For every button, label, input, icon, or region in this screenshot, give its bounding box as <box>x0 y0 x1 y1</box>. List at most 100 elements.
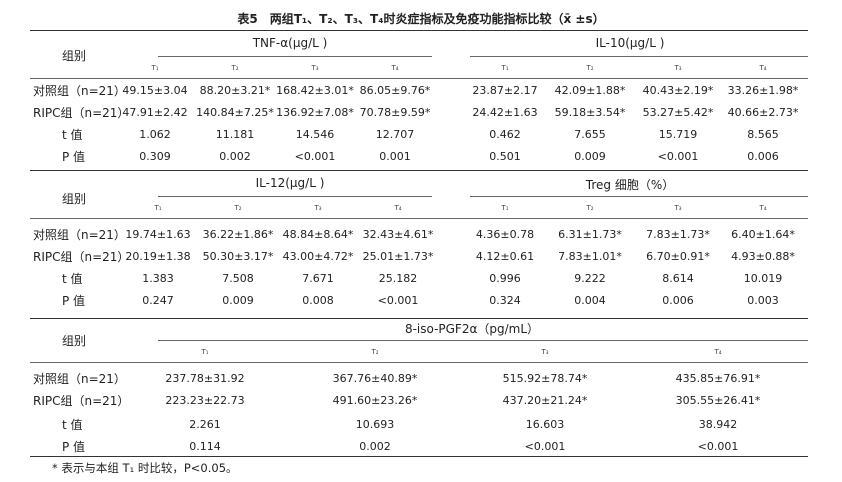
table-cell: 59.18±3.54* <box>554 106 626 119</box>
indicator-header-rule <box>158 196 432 197</box>
table-cell: 20.19±1.38 <box>125 250 191 263</box>
group-column-header: 组别 <box>62 192 87 206</box>
table-cell: 0.002 <box>219 150 251 163</box>
group-column-header: 组别 <box>62 334 87 348</box>
table-cell: 7.83±1.73* <box>646 228 710 241</box>
table-cell: 305.55±26.41* <box>675 394 761 407</box>
table-cell: 0.009 <box>222 294 254 307</box>
table-cell: 12.707 <box>375 128 415 141</box>
table-cell: 38.942 <box>698 418 738 431</box>
table-cell: 25.182 <box>378 272 418 285</box>
table-cell: 0.114 <box>189 440 221 453</box>
row-label: P 值 <box>62 150 86 164</box>
time-point-label: T₃ <box>674 64 682 72</box>
table-cell: 32.43±4.61* <box>362 228 434 241</box>
row-label: t 值 <box>62 272 83 286</box>
time-point-label: T₄ <box>394 204 402 212</box>
time-point-label: T₁ <box>501 204 509 212</box>
table-cell: 53.27±5.42* <box>642 106 714 119</box>
table-cell: 10.693 <box>355 418 395 431</box>
section-top-border <box>30 30 808 31</box>
time-point-label: T₂ <box>231 64 239 72</box>
table-cell: 40.43±2.19* <box>642 84 714 97</box>
row-label: RIPC组（n=21） <box>33 106 130 120</box>
table-cell: 0.006 <box>662 294 694 307</box>
table-cell: 0.501 <box>489 150 521 163</box>
table-cell: 0.002 <box>359 440 391 453</box>
table-cell: 2.261 <box>189 418 221 431</box>
time-point-label: T₄ <box>391 64 399 72</box>
time-point-label: T₄ <box>759 64 767 72</box>
table-cell: 6.31±1.73* <box>558 228 622 241</box>
row-label: 对照组（n=21） <box>33 84 126 98</box>
time-point-label: T₂ <box>234 204 242 212</box>
table-cell: 0.003 <box>747 294 779 307</box>
table-cell: 0.008 <box>302 294 334 307</box>
indicator-header: IL-10(μg/L ) <box>595 36 665 50</box>
table-cell: 437.20±21.24* <box>502 394 588 407</box>
indicator-header: IL-12(μg/L ) <box>255 176 325 190</box>
section-top-border <box>30 318 808 319</box>
indicator-header-rule <box>470 56 808 57</box>
table-cell: 15.719 <box>658 128 698 141</box>
table-cell: 48.84±8.64* <box>282 228 354 241</box>
table-cell: 47.91±2.42 <box>122 106 188 119</box>
table-cell: 23.87±2.17 <box>472 84 538 97</box>
time-point-label: T₂ <box>371 348 379 356</box>
table-cell: 33.26±1.98* <box>727 84 799 97</box>
table-cell: 140.84±7.25* <box>196 106 274 119</box>
time-point-label: T₃ <box>541 348 549 356</box>
table-cell: 42.09±1.88* <box>554 84 626 97</box>
time-point-label: T₄ <box>759 204 767 212</box>
table-cell: 4.12±0.61 <box>475 250 535 263</box>
table-cell: 25.01±1.73* <box>362 250 434 263</box>
table-cell: <0.001 <box>377 294 419 307</box>
time-point-label: T₂ <box>586 64 594 72</box>
table-cell: 1.383 <box>142 272 174 285</box>
table-bottom-border <box>30 456 808 457</box>
table-cell: 14.546 <box>295 128 335 141</box>
table-cell: 50.30±3.17* <box>202 250 274 263</box>
table-cell: 16.603 <box>525 418 565 431</box>
time-point-label: T₃ <box>314 204 322 212</box>
header-bottom-rule <box>30 78 808 79</box>
time-point-label: T₁ <box>151 64 159 72</box>
time-point-label: T₂ <box>586 204 594 212</box>
table-cell: 8.565 <box>747 128 779 141</box>
table-cell: <0.001 <box>294 150 336 163</box>
table-cell: 4.93±0.88* <box>731 250 795 263</box>
table-cell: 8.614 <box>662 272 694 285</box>
table-cell: 0.324 <box>489 294 521 307</box>
indicator-header-rule <box>158 340 808 341</box>
row-label: P 值 <box>62 440 86 454</box>
row-label: t 值 <box>62 128 83 142</box>
table-cell: 0.996 <box>489 272 521 285</box>
table-cell: 88.20±3.21* <box>199 84 271 97</box>
row-label: 对照组（n=21） <box>33 372 126 386</box>
header-bottom-rule <box>30 218 808 219</box>
indicator-header: 8-iso-PGF2α（pg/mL） <box>404 322 540 336</box>
row-label: t 值 <box>62 418 83 432</box>
table-cell: 7.671 <box>302 272 334 285</box>
table-cell: 7.655 <box>574 128 606 141</box>
table-cell: 40.66±2.73* <box>727 106 799 119</box>
table-title: 表5 两组T₁、T₂、T₃、T₄时炎症指标及免疫功能指标比较（x̄ ±s） <box>237 12 605 26</box>
table-cell: 43.00±4.72* <box>282 250 354 263</box>
row-label: RIPC组（n=21） <box>33 394 130 408</box>
table-cell: 4.36±0.78 <box>475 228 535 241</box>
group-column-header: 组别 <box>62 49 87 63</box>
table-cell: 0.006 <box>747 150 779 163</box>
table-cell: 168.42±3.01* <box>276 84 354 97</box>
time-point-label: T₁ <box>501 64 509 72</box>
table-cell: 9.222 <box>574 272 606 285</box>
time-point-label: T₄ <box>714 348 722 356</box>
table-cell: 24.42±1.63 <box>472 106 538 119</box>
table-cell: 86.05±9.76* <box>359 84 431 97</box>
table-cell: 11.181 <box>215 128 255 141</box>
table-cell: 19.74±1.63 <box>125 228 191 241</box>
row-label: P 值 <box>62 294 86 308</box>
time-point-label: T₃ <box>674 204 682 212</box>
footnote: * 表示与本组 T₁ 时比较，P<0.05。 <box>52 461 238 475</box>
indicator-header-rule <box>470 196 808 197</box>
table-cell: 0.247 <box>142 294 174 307</box>
